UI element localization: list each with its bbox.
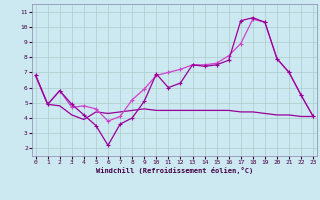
X-axis label: Windchill (Refroidissement éolien,°C): Windchill (Refroidissement éolien,°C) <box>96 167 253 174</box>
